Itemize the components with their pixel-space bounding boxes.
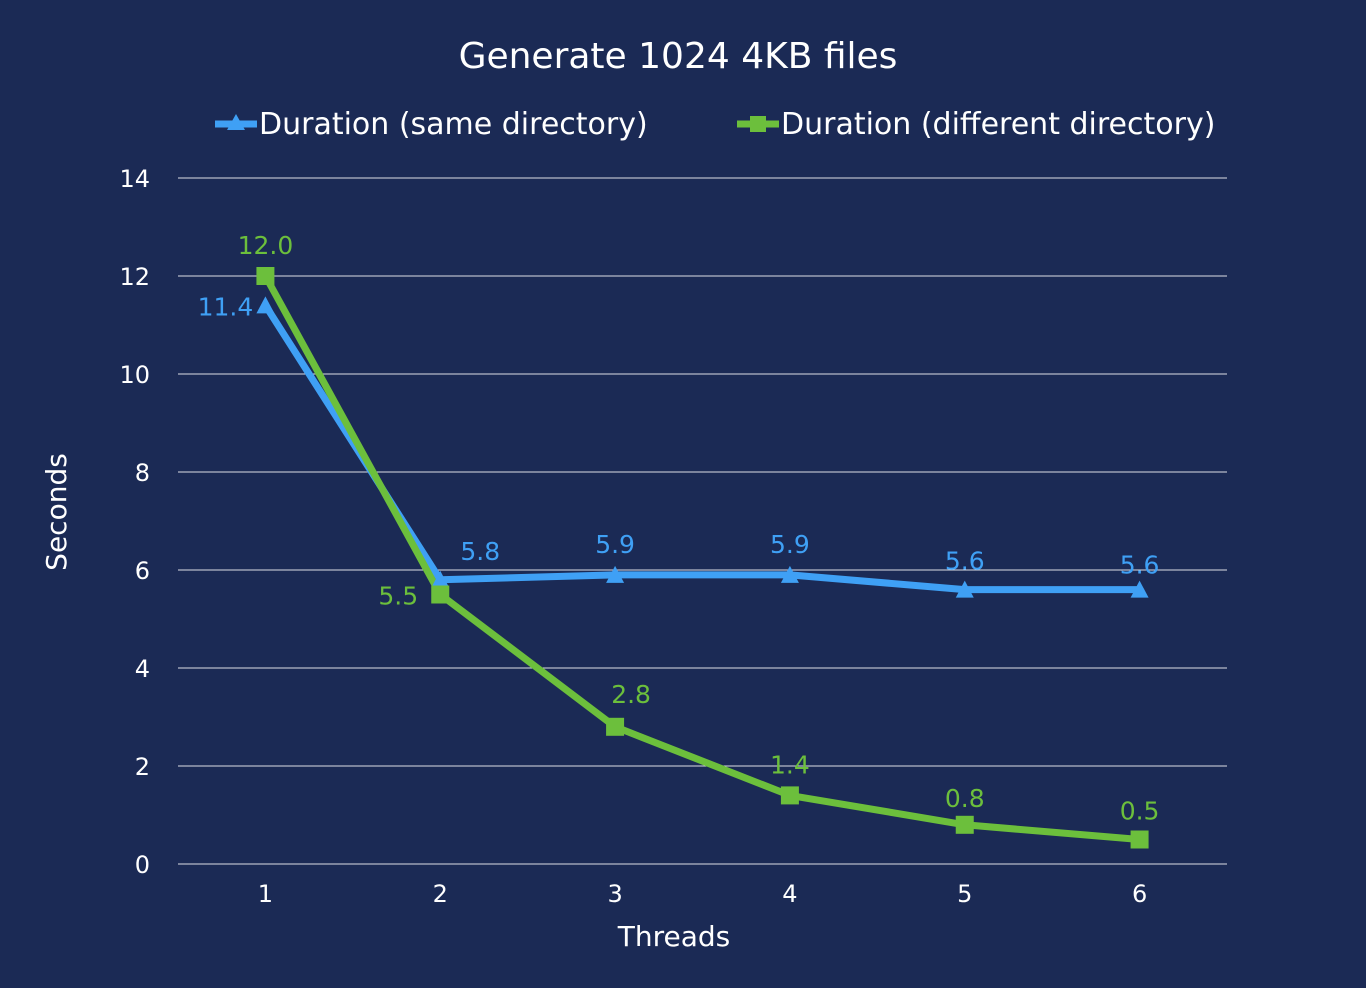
data-point-square	[256, 267, 275, 285]
x-axis-ticks: 1 2 3 4 5 6	[258, 880, 1147, 908]
x-axis-label: Threads	[617, 920, 731, 953]
y-tick-label: 2	[135, 753, 150, 781]
series-line-1	[262, 274, 1140, 843]
data-point-triangle	[955, 580, 974, 598]
data-point-triangle	[780, 565, 799, 583]
y-tick-label: 10	[119, 361, 150, 389]
x-tick-label: 1	[258, 880, 273, 908]
y-tick-label: 8	[135, 459, 150, 487]
data-point-square	[955, 815, 974, 834]
series-line-0	[262, 303, 1140, 594]
y-axis-label: Seconds	[40, 453, 73, 571]
data-label: 1.4	[770, 750, 810, 779]
y-tick-label: 12	[119, 263, 150, 291]
legend: Duration (same directory) Duration (diff…	[215, 107, 1215, 142]
x-tick-label: 2	[433, 880, 448, 908]
y-axis-ticks: 0 2 4 6 8 10 12 14	[119, 165, 150, 879]
x-tick-label: 3	[607, 880, 622, 908]
legend-label-same-directory: Duration (same directory)	[259, 107, 648, 142]
data-point-triangle	[431, 570, 450, 588]
data-point-triangle	[606, 565, 625, 583]
data-label: 12.0	[238, 231, 294, 260]
data-label: 0.8	[945, 784, 985, 813]
legend-triangle-marker	[227, 114, 245, 130]
data-label: 5.9	[595, 530, 635, 559]
x-tick-label: 4	[782, 880, 797, 908]
data-point-triangle	[1130, 580, 1149, 598]
data-point-square	[606, 717, 625, 736]
data-label: 5.5	[378, 582, 418, 611]
y-tick-label: 4	[135, 655, 150, 683]
y-tick-label: 0	[135, 851, 150, 879]
data-point-square	[431, 585, 450, 604]
data-label: 5.6	[945, 547, 985, 576]
data-label: 11.4	[198, 292, 254, 321]
data-label: 0.5	[1120, 797, 1160, 826]
x-tick-label: 6	[1132, 880, 1147, 908]
legend-item-same-directory: Duration (same directory)	[215, 107, 648, 142]
y-tick-label: 6	[135, 557, 150, 585]
chart-title: Generate 1024 4KB files	[459, 36, 898, 77]
legend-item-different-directory: Duration (different directory)	[737, 107, 1215, 142]
y-tick-label: 14	[119, 165, 150, 193]
series-layer	[256, 267, 1149, 849]
gridlines	[178, 177, 1227, 865]
legend-square-marker	[750, 116, 766, 132]
data-point-square	[1130, 830, 1149, 849]
x-tick-label: 5	[957, 880, 972, 908]
data-label: 5.8	[460, 537, 500, 566]
data-label: 5.9	[770, 530, 810, 559]
data-label: 2.8	[611, 680, 651, 709]
data-labels: 11.4 5.8 5.9 5.9 5.6 5.6 12.0 5.5 2.8 1.4 0.8 0.5	[198, 231, 1160, 826]
data-point-triangle	[256, 296, 275, 314]
data-point-square	[780, 786, 799, 805]
legend-label-different-directory: Duration (different directory)	[781, 107, 1215, 142]
data-label: 5.6	[1120, 551, 1160, 580]
